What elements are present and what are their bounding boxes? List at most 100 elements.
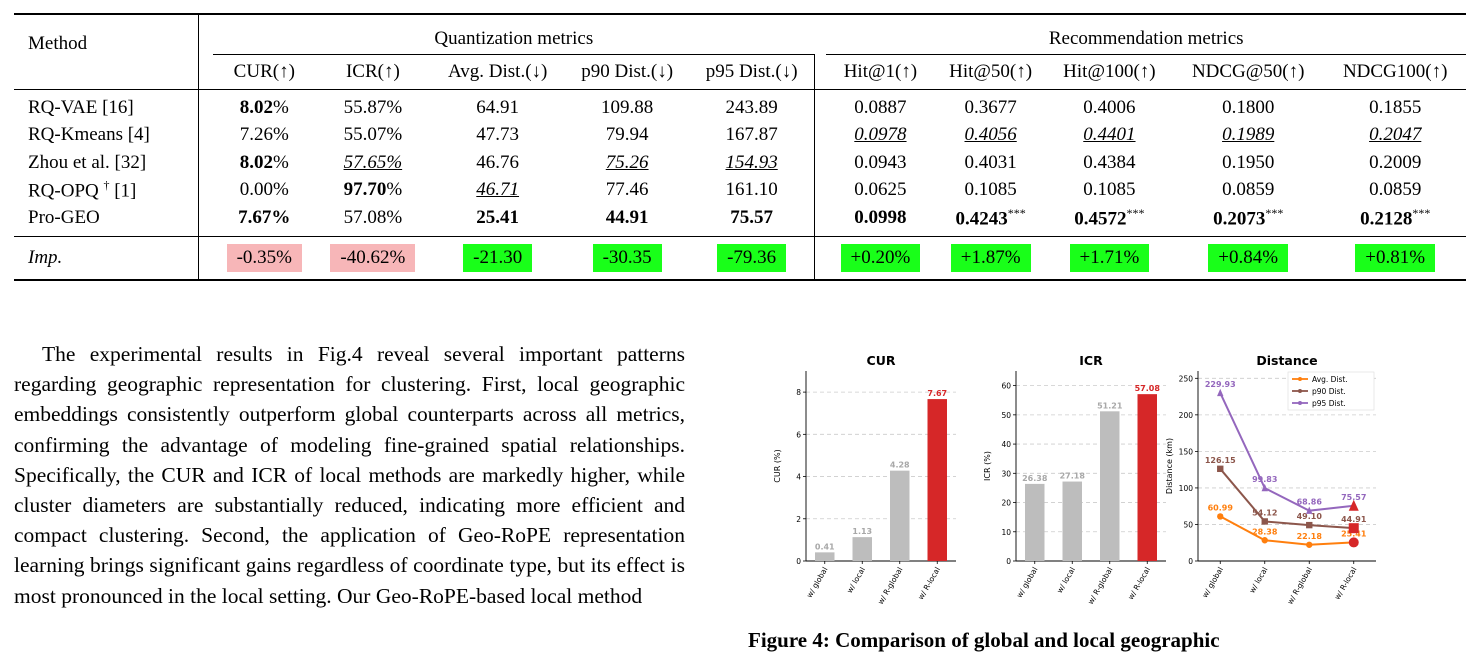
cell-value: 44.91 bbox=[605, 206, 649, 228]
table-cell: 77.46 bbox=[565, 177, 689, 205]
table-cell: 8.02% bbox=[213, 149, 315, 177]
table-cell: 0.2009 bbox=[1324, 149, 1466, 177]
figure-4: CUR 0 2 4 6 8 CUR (%) w/ global w/ local w/ R-glo… bbox=[740, 345, 1470, 645]
y-tick-label: 40 bbox=[1001, 440, 1011, 449]
figure-4-charts: CUR 0 2 4 6 8 CUR (%) w/ global w/ local w/ R-glo… bbox=[773, 353, 1376, 606]
point-value-label: 126.15 bbox=[1205, 456, 1236, 465]
y-tick-label: 0 bbox=[1188, 557, 1193, 566]
cell-unit: % bbox=[273, 124, 289, 146]
method-label: RQ-OPQ bbox=[28, 180, 99, 202]
improvement-value: -40.62% bbox=[330, 243, 416, 272]
significance-mark: *** bbox=[1412, 205, 1431, 220]
cell-value: 0.2128 bbox=[1360, 207, 1413, 229]
improvement-value: +0.81% bbox=[1355, 243, 1436, 272]
table-cell: 47.73 bbox=[430, 122, 565, 150]
point-value-label: 68.86 bbox=[1297, 498, 1323, 507]
improvement-value: +1.87% bbox=[950, 243, 1031, 272]
cell-unit: % bbox=[386, 124, 403, 146]
table-cell: 0.3677 bbox=[934, 90, 1046, 122]
cell-value: 0.3677 bbox=[964, 96, 1017, 118]
point-value-label: 229.93 bbox=[1205, 380, 1236, 389]
cell-value: 25.41 bbox=[476, 206, 520, 228]
cell-value: 154.93 bbox=[725, 151, 778, 173]
cell-value: 47.73 bbox=[476, 124, 520, 146]
chart-title: Distance bbox=[1256, 353, 1317, 368]
bar bbox=[815, 552, 835, 561]
series-point bbox=[1348, 499, 1359, 511]
table-cell: 0.1085 bbox=[1047, 177, 1172, 205]
table-cell: 0.0943 bbox=[826, 149, 934, 177]
cell-value: 7.67% bbox=[238, 206, 291, 228]
cell-value: 75.57 bbox=[730, 206, 773, 228]
table-cell: 46.71 bbox=[430, 177, 565, 205]
cell-value: 0.4031 bbox=[964, 151, 1017, 173]
cell-value: 0.1855 bbox=[1369, 96, 1422, 118]
table-row: Zhou et al. [32] 8.02% 57.65% 46.76 75.26 154… bbox=[14, 149, 1466, 177]
method-label: RQ-Kmeans [4] bbox=[28, 124, 150, 146]
series-line bbox=[1219, 392, 1354, 512]
series-point bbox=[1217, 465, 1224, 473]
bar bbox=[927, 399, 947, 561]
table-cell: 0.1950 bbox=[1172, 149, 1324, 177]
cell-value: 0.4243 bbox=[955, 207, 1008, 229]
bar-value-label: 26.38 bbox=[1022, 474, 1048, 483]
table-cell: 109.88 bbox=[565, 90, 689, 122]
improvement-value: +0.84% bbox=[1208, 243, 1289, 272]
improvement-cell: -40.62% bbox=[315, 236, 431, 281]
x-tick-label: w/ global bbox=[1200, 566, 1225, 600]
bar-value-label: 51.21 bbox=[1097, 401, 1123, 410]
table-cell: 97.70% bbox=[315, 177, 430, 205]
x-tick-label: w/ local bbox=[1055, 566, 1077, 595]
table-cell: 0.0859 bbox=[1172, 177, 1324, 205]
bar-value-label: 57.08 bbox=[1135, 384, 1161, 393]
method-name: Pro-GEO bbox=[14, 204, 199, 237]
cell-value: 0.4384 bbox=[1083, 151, 1136, 173]
table-cell: 0.2128*** bbox=[1324, 204, 1466, 237]
table-cell: 64.91 bbox=[430, 90, 565, 122]
table-cell: 0.4006 bbox=[1047, 90, 1172, 122]
column-header: Hit@100(↑) bbox=[1046, 54, 1172, 90]
table-cell: 0.00% bbox=[213, 177, 315, 205]
y-tick-label: 6 bbox=[796, 430, 801, 439]
cell-value: 0.1085 bbox=[1083, 179, 1136, 201]
table-cell: 44.91 bbox=[564, 204, 690, 237]
table-cell: 7.67% bbox=[213, 204, 316, 237]
significance-mark: *** bbox=[1007, 205, 1026, 220]
table-cell: 0.4384 bbox=[1047, 149, 1172, 177]
table-cell: 75.26 bbox=[565, 149, 689, 177]
cell-value: 161.10 bbox=[725, 179, 778, 201]
x-tick-label: w/ R-local bbox=[1126, 566, 1152, 602]
table-cell: 55.07% bbox=[315, 122, 430, 150]
column-header: ICR(↑) bbox=[315, 54, 431, 90]
y-tick-label: 4 bbox=[796, 473, 801, 482]
improvement-value: -21.30 bbox=[463, 243, 533, 272]
table-cell: 0.4572*** bbox=[1046, 204, 1172, 237]
table-cell: 0.4056 bbox=[934, 122, 1046, 150]
body-paragraph: The experimental results in Fig.4 reveal… bbox=[14, 342, 685, 608]
series-line bbox=[1219, 468, 1354, 530]
cell-value: 57.65% bbox=[343, 151, 403, 173]
table-row: Pro-GEO 7.67% 57.08% 25.41 44.91 75.57 0.0998 0… bbox=[14, 204, 1466, 237]
cell-value: 0.1950 bbox=[1222, 151, 1275, 173]
table-cell: 0.4401 bbox=[1047, 122, 1172, 150]
series-point bbox=[1261, 483, 1268, 492]
table-cell: 0.0998 bbox=[826, 204, 935, 237]
significance-mark: *** bbox=[1126, 205, 1145, 220]
cell-value: 8.02 bbox=[239, 151, 273, 173]
x-tick-label: w/ local bbox=[845, 566, 867, 595]
cell-value: 7.26 bbox=[239, 124, 273, 146]
table-cell: 0.1989 bbox=[1172, 122, 1324, 150]
table-cell: 0.0625 bbox=[826, 177, 934, 205]
cell-value: 0.0943 bbox=[854, 151, 907, 173]
table-cell: 46.76 bbox=[430, 149, 565, 177]
cell-value: 97.70 bbox=[343, 179, 387, 201]
cell-unit: % bbox=[386, 179, 403, 201]
y-tick-label: 2 bbox=[796, 515, 801, 524]
chart-title: ICR bbox=[1079, 353, 1103, 368]
cell-value: 0.4006 bbox=[1083, 96, 1136, 118]
table-cell: 0.0978 bbox=[826, 122, 934, 150]
point-value-label: 75.57 bbox=[1341, 493, 1366, 502]
improvement-value: +1.71% bbox=[1069, 243, 1150, 272]
legend-marker bbox=[1298, 389, 1302, 393]
y-tick-label: 20 bbox=[1001, 499, 1011, 508]
